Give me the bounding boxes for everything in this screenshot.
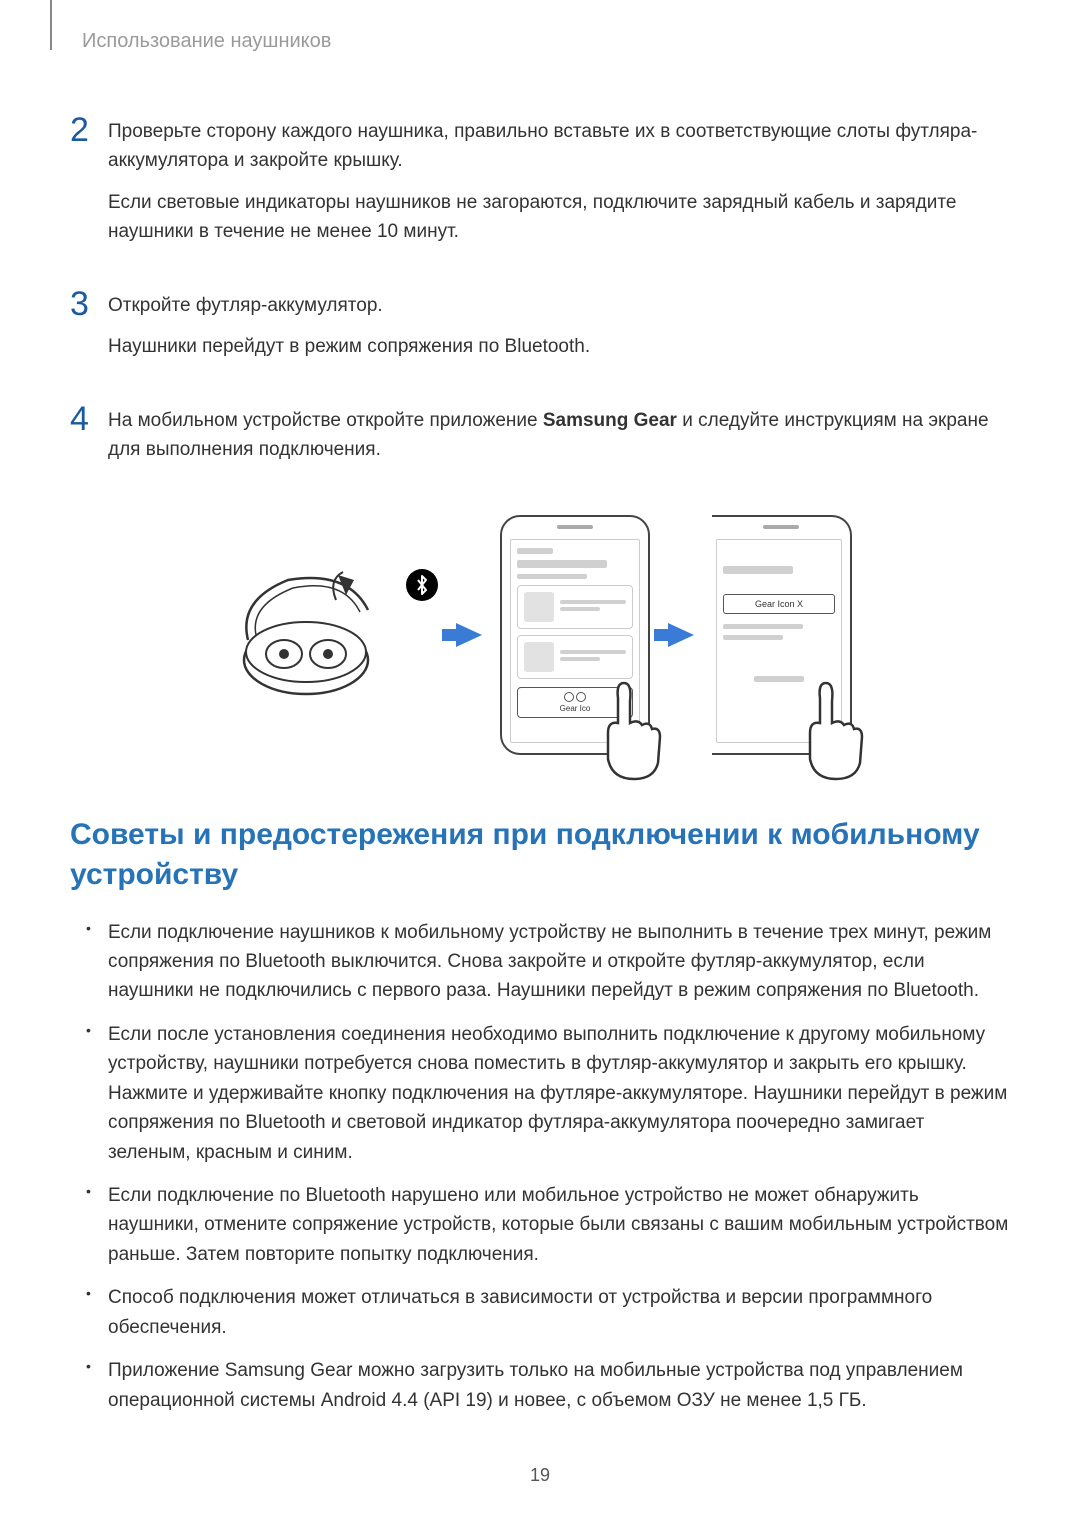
page-header: Использование наушников [70,30,1010,53]
gear-label: Gear Ico [560,704,591,713]
tip-item: Если после установления соединения необх… [108,1020,1010,1167]
gear-iconx-button: Gear Icon X [723,594,835,614]
charging-case-icon [228,560,388,710]
phone-mockup-1: Gear Ico [500,515,650,755]
app-name: Samsung Gear [543,410,677,431]
tip-item: Если подключение по Bluetooth нарушено и… [108,1181,1010,1269]
arrow-icon [668,623,694,647]
step-text: На мобильном устройстве откройте приложе… [108,406,1010,465]
side-rule [50,0,52,50]
step-text: Если световые индикаторы наушников не за… [108,188,1010,247]
step-number: 4 [70,402,108,477]
step-4: 4 На мобильном устройстве откройте прило… [70,402,1010,477]
phone-mockup-2: Gear Icon X [712,515,852,755]
hand-pointer-icon [790,673,880,783]
step-body: Проверьте сторону каждого наушника, прав… [108,113,1010,259]
step-number: 2 [70,113,108,259]
step-3: 3 Откройте футляр-аккумулятор. Наушники … [70,287,1010,374]
step-number: 3 [70,287,108,374]
step-2: 2 Проверьте сторону каждого наушника, пр… [70,113,1010,259]
tip-item: Способ подключения может отличаться в за… [108,1283,1010,1342]
arrow-icon [456,623,482,647]
hand-pointer-icon [588,673,678,783]
pairing-illustration: Gear Ico Gear Icon X [70,505,1010,765]
tips-list: Если подключение наушников к мобильному … [70,918,1010,1416]
step-text: Наушники перейдут в режим сопряжения по … [108,332,1010,361]
step-body: Откройте футляр-аккумулятор. Наушники пе… [108,287,1010,374]
step-body: На мобильном устройстве откройте приложе… [108,402,1010,477]
page-number: 19 [70,1465,1010,1486]
bluetooth-icon [406,569,438,601]
tip-item: Приложение Samsung Gear можно загрузить … [108,1356,1010,1415]
step-text: Откройте футляр-аккумулятор. [108,291,1010,320]
text-pre: На мобильном устройстве откройте приложе… [108,410,543,431]
step-text: Проверьте сторону каждого наушника, прав… [108,117,1010,176]
tips-heading: Советы и предостережения при подключении… [70,815,1010,896]
tip-item: Если подключение наушников к мобильному … [108,918,1010,1006]
